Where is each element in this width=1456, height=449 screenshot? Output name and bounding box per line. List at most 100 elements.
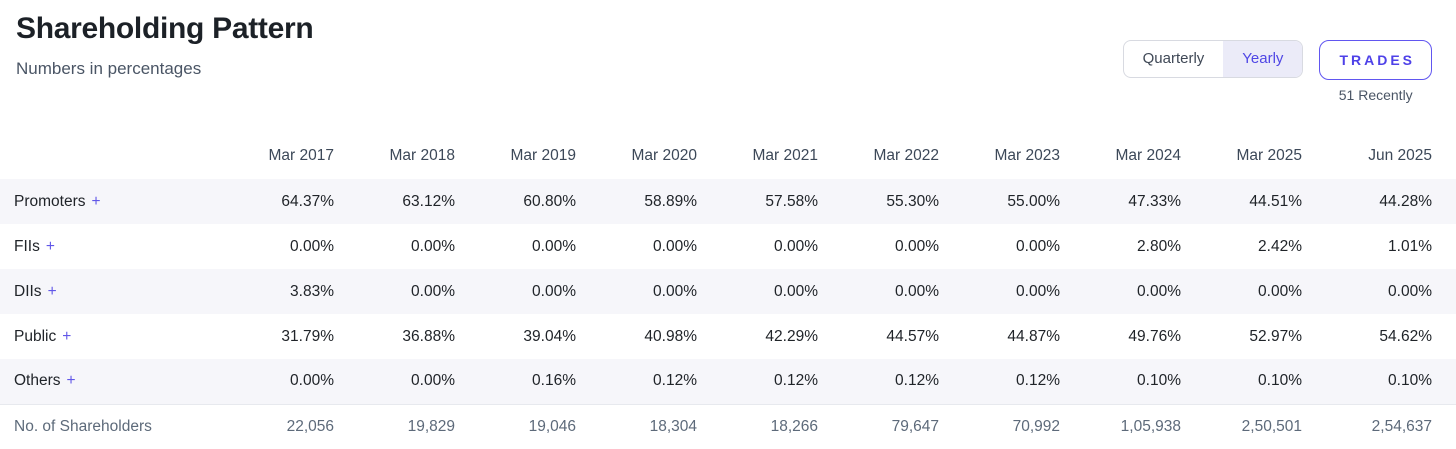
- column-header: Mar 2017: [268, 147, 334, 164]
- value-cell: 0.00%: [895, 237, 939, 255]
- value-cell: 42.29%: [765, 327, 818, 345]
- shareholders-value-cell: 2,54,637: [1371, 417, 1432, 435]
- period-toggle: Quarterly Yearly: [1122, 40, 1304, 78]
- expand-row-icon[interactable]: +: [47, 282, 57, 300]
- value-cell: 0.12%: [653, 372, 697, 390]
- value-cell: 0.10%: [1137, 372, 1181, 390]
- value-cell: 0.00%: [774, 237, 818, 255]
- column-header: Mar 2019: [510, 147, 576, 164]
- row-label: Others: [14, 372, 61, 390]
- page-subtitle: Numbers in percentages: [16, 58, 202, 78]
- value-cell: 2.42%: [1258, 237, 1302, 255]
- table-row: DIIs +3.83% 0.00% 0.00% 0.00% 0.00% 0.00% 0.00%…: [0, 269, 1456, 314]
- topbar: Shareholding Pattern Numbers in percenta…: [0, 0, 1456, 103]
- column-header: Mar 2022: [873, 147, 939, 164]
- shareholders-row: No. of Shareholders 22,056 19,829 19,046 18,…: [0, 404, 1456, 449]
- column-header: Mar 2025: [1236, 147, 1302, 164]
- value-cell: 0.00%: [532, 237, 576, 255]
- table-row: FIIs +0.00% 0.00% 0.00% 0.00% 0.00% 0.00% 0.00%…: [0, 224, 1456, 269]
- value-cell: 0.00%: [1258, 282, 1302, 300]
- column-header: Mar 2023: [994, 147, 1060, 164]
- shareholders-value-cell: 79,647: [891, 417, 939, 435]
- value-cell: 0.00%: [653, 237, 697, 255]
- value-cell: 58.89%: [644, 192, 697, 210]
- trades-caption: 51 Recently: [1338, 87, 1413, 103]
- value-cell: 2.80%: [1137, 237, 1181, 255]
- value-cell: 3.83%: [290, 282, 334, 300]
- controls: Quarterly Yearly TRADES 51 Recently: [1122, 40, 1432, 103]
- toggle-option-quarterly[interactable]: Quarterly: [1124, 41, 1224, 77]
- value-cell: 54.62%: [1379, 327, 1432, 345]
- table-body: Promoters +64.37% 63.12% 60.80% 58.89% 57.58%…: [0, 179, 1456, 449]
- shareholding-table: Mar 2017 Mar 2018 Mar 2019 Mar 2020 Mar 2021…: [0, 133, 1456, 449]
- value-cell: 0.12%: [774, 372, 818, 390]
- table-row: Promoters +64.37% 63.12% 60.80% 58.89% 57.58%…: [0, 179, 1456, 224]
- table-header-row: Mar 2017 Mar 2018 Mar 2019 Mar 2020 Mar 2021…: [0, 133, 1456, 179]
- value-cell: 0.00%: [411, 372, 455, 390]
- value-cell: 0.00%: [290, 237, 334, 255]
- value-cell: 0.10%: [1388, 372, 1432, 390]
- value-cell: 40.98%: [644, 327, 697, 345]
- row-label-cell: Promoters +: [0, 179, 213, 224]
- value-cell: 0.00%: [1388, 282, 1432, 300]
- shareholders-value-cell: 18,304: [649, 417, 697, 435]
- row-label: FIIs: [14, 237, 40, 255]
- value-cell: 0.00%: [895, 282, 939, 300]
- value-cell: 0.12%: [1016, 372, 1060, 390]
- row-label-cell: DIIs +: [0, 269, 213, 314]
- row-label-cell: FIIs +: [0, 224, 213, 269]
- column-header: Mar 2018: [389, 147, 455, 164]
- trades-block: TRADES 51 Recently: [1319, 40, 1432, 103]
- heading-block: Shareholding Pattern Numbers in percenta…: [16, 8, 314, 79]
- value-cell: 55.00%: [1007, 192, 1060, 210]
- value-cell: 0.00%: [774, 282, 818, 300]
- value-cell: 52.97%: [1249, 327, 1302, 345]
- shareholders-value-cell: 19,829: [407, 417, 455, 435]
- column-header: Mar 2020: [631, 147, 697, 164]
- column-header: Jun 2025: [1368, 147, 1432, 164]
- value-cell: 1.01%: [1388, 237, 1432, 255]
- value-cell: 0.00%: [411, 282, 455, 300]
- shareholders-value-cell: 18,266: [770, 417, 818, 435]
- table-row: Others +0.00% 0.00% 0.16% 0.12% 0.12% 0.12% 0.1…: [0, 359, 1456, 404]
- value-cell: 0.10%: [1258, 372, 1302, 390]
- expand-row-icon[interactable]: +: [66, 372, 76, 390]
- value-cell: 0.00%: [532, 282, 576, 300]
- value-cell: 55.30%: [886, 192, 939, 210]
- value-cell: 44.28%: [1379, 192, 1432, 210]
- shareholders-value-cell: 70,992: [1012, 417, 1060, 435]
- shareholders-row-label: No. of Shareholders: [14, 417, 152, 435]
- value-cell: 0.00%: [290, 372, 334, 390]
- value-cell: 0.00%: [1016, 282, 1060, 300]
- value-cell: 44.51%: [1249, 192, 1302, 210]
- shareholders-value-cell: 22,056: [286, 417, 334, 435]
- value-cell: 39.04%: [523, 327, 576, 345]
- value-cell: 0.12%: [895, 372, 939, 390]
- value-cell: 0.00%: [1137, 282, 1181, 300]
- expand-row-icon[interactable]: +: [45, 237, 55, 255]
- value-cell: 49.76%: [1128, 327, 1181, 345]
- value-cell: 44.87%: [1007, 327, 1060, 345]
- column-header: Mar 2024: [1115, 147, 1181, 164]
- table-row: Public +31.79% 36.88% 39.04% 40.98% 42.29% 44.…: [0, 314, 1456, 359]
- row-label: Public: [14, 327, 57, 345]
- trades-button[interactable]: TRADES: [1319, 40, 1432, 80]
- row-label: Promoters: [14, 192, 86, 210]
- shareholders-value-cell: 19,046: [528, 417, 576, 435]
- value-cell: 64.37%: [281, 192, 334, 210]
- value-cell: 0.16%: [532, 372, 576, 390]
- value-cell: 60.80%: [523, 192, 576, 210]
- value-cell: 44.57%: [886, 327, 939, 345]
- shareholders-value-cell: 2,50,501: [1241, 417, 1302, 435]
- value-cell: 0.00%: [1016, 237, 1060, 255]
- row-label: DIIs: [14, 282, 42, 300]
- value-cell: 47.33%: [1128, 192, 1181, 210]
- value-cell: 0.00%: [411, 237, 455, 255]
- column-header-blank: [0, 133, 213, 179]
- row-label-cell: Public +: [0, 314, 213, 359]
- toggle-option-yearly[interactable]: Yearly: [1223, 41, 1303, 77]
- value-cell: 63.12%: [402, 192, 455, 210]
- shareholders-value-cell: 1,05,938: [1120, 417, 1181, 435]
- expand-row-icon[interactable]: +: [91, 192, 101, 210]
- expand-row-icon[interactable]: +: [62, 327, 72, 345]
